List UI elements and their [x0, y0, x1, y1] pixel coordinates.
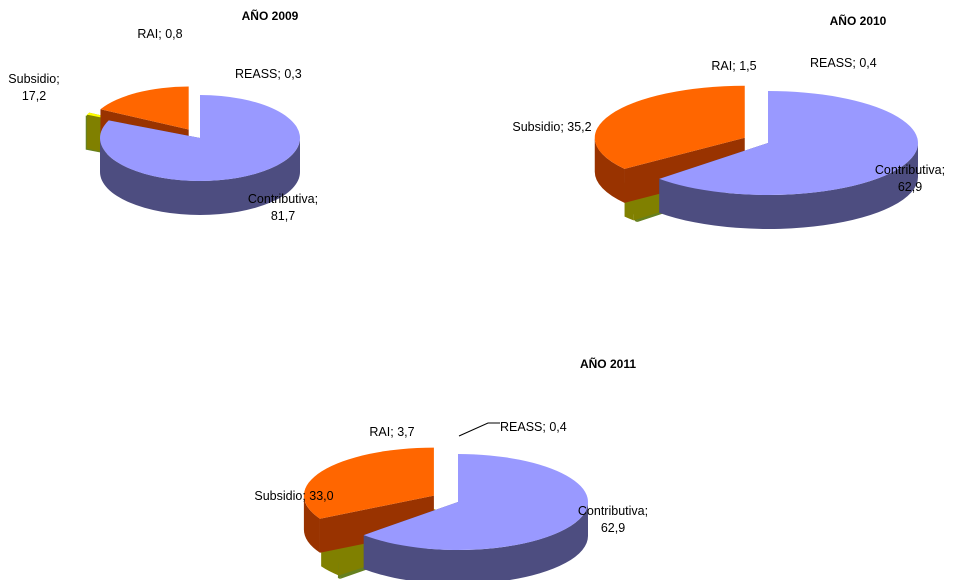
leader-line: [458, 422, 500, 437]
data-label-reass: REASS; 0,4: [810, 56, 877, 70]
data-label-line: Contributiva;: [578, 504, 648, 518]
data-label-subsidio: Subsidio; 33,0: [254, 489, 333, 503]
pie-chart-a-o-2010: AÑO 2010 Contributiva; 62,9 REASS; 0,4 RAI; …: [512, 13, 945, 230]
data-label-subsidio: Subsidio; 35,2: [512, 120, 591, 134]
pie-slice-contributiva: [363, 454, 588, 580]
pie-slice-subsidio: [303, 447, 434, 553]
data-label-rai: RAI; 3,7: [369, 425, 414, 439]
data-label-reass: REASS; 0,3: [235, 67, 302, 81]
pie-slice-contributiva: [99, 95, 300, 215]
chart-title: AÑO 2009: [242, 8, 299, 23]
data-label-line: Subsidio;: [8, 72, 59, 86]
data-label-line: REASS; 0,3: [235, 67, 302, 81]
data-label-line: Contributiva;: [248, 192, 318, 206]
data-label-line: 17,2: [22, 89, 46, 103]
data-label-rai: RAI; 1,5: [711, 59, 756, 73]
data-label-line: Subsidio; 33,0: [254, 489, 333, 503]
pie-slice-subsidio: [594, 85, 745, 203]
pie-chart-a-o-2009: AÑO 2009 Contributiva; 81,7 REASS; 0,3 RAI; …: [8, 8, 318, 223]
data-label-line: Subsidio; 35,2: [512, 120, 591, 134]
data-label-reass: REASS; 0,4: [500, 420, 567, 434]
data-label-subsidio: Subsidio; 17,2: [8, 72, 59, 103]
pie-chart-a-o-2011: AÑO 2011 Contributiva; 62,9 REASS; 0,4 RAI; …: [254, 356, 648, 580]
data-label-line: Contributiva;: [875, 163, 945, 177]
data-label-line: RAI; 1,5: [711, 59, 756, 73]
data-label-contributiva: Contributiva; 81,7: [248, 192, 318, 223]
data-label-line: 62,9: [898, 180, 922, 194]
data-label-line: 62,9: [601, 521, 625, 535]
data-label-contributiva: Contributiva; 62,9: [578, 504, 648, 535]
data-label-line: REASS; 0,4: [810, 56, 877, 70]
chart-title: AÑO 2011: [580, 356, 636, 371]
data-label-line: RAI; 0,8: [137, 27, 182, 41]
data-label-line: RAI; 3,7: [369, 425, 414, 439]
data-label-contributiva: Contributiva; 62,9: [875, 163, 945, 194]
data-label-rai: RAI; 0,8: [137, 27, 182, 41]
data-label-line: REASS; 0,4: [500, 420, 567, 434]
pie-slice-contributiva: [659, 91, 918, 230]
chart-title: AÑO 2010: [830, 13, 887, 28]
data-label-line: 81,7: [271, 209, 295, 223]
